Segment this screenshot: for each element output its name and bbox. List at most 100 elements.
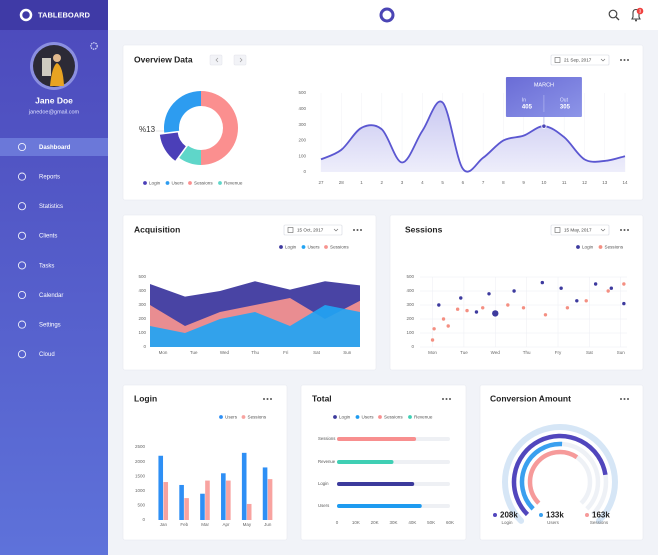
calendar-icon — [554, 57, 561, 63]
x-tick-label: May — [243, 522, 252, 527]
y-tick-label: 2000 — [135, 459, 146, 464]
dot — [627, 229, 629, 231]
menu-item[interactable]: Cloud — [39, 352, 55, 358]
value-label: 163k — [592, 510, 610, 519]
y-tick-label: 0 — [142, 517, 145, 522]
date-text: 15 Oct, 2017 — [297, 228, 324, 233]
date-picker[interactable] — [283, 224, 343, 236]
bar — [205, 480, 210, 520]
legend-label: Login — [149, 181, 161, 186]
menu-item[interactable]: Settings — [39, 322, 61, 328]
bar — [158, 455, 164, 520]
x-tick-label: Mon — [428, 350, 437, 355]
bar — [184, 498, 189, 520]
legend-label: Login — [285, 245, 297, 250]
nav-arrow — [239, 57, 243, 63]
dot — [270, 398, 272, 400]
card — [122, 44, 644, 201]
x-tick-label: Wed — [491, 350, 501, 355]
card-title: Login — [134, 393, 157, 403]
scatter-point — [622, 282, 626, 286]
center-logo[interactable] — [379, 7, 395, 23]
legend-dot — [241, 415, 246, 419]
bar — [337, 482, 415, 486]
sidebar — [0, 0, 108, 555]
x-tick-label: Fri — [283, 350, 288, 355]
x-tick-label: Sat — [586, 350, 594, 355]
more-menu[interactable] — [620, 229, 629, 231]
x-tick-label: 6 — [462, 180, 465, 185]
card-title: Acquisition — [134, 224, 180, 234]
legend-dot — [576, 245, 580, 249]
x-tick-label: 14 — [622, 180, 628, 185]
y-tick-label: 1000 — [135, 488, 146, 493]
nav-arrow — [215, 57, 219, 63]
calendar-icon — [554, 227, 561, 233]
bar — [262, 467, 268, 520]
settings-gear[interactable] — [90, 42, 98, 50]
y-tick-label: 200 — [406, 316, 414, 321]
card — [122, 384, 288, 541]
dot — [356, 229, 359, 231]
date-picker[interactable] — [550, 224, 610, 236]
search-handle — [615, 16, 620, 21]
search-icon[interactable] — [608, 9, 620, 21]
bar — [337, 504, 422, 508]
scatter-point — [430, 338, 435, 342]
legend-dot — [188, 181, 192, 185]
x-tick-label: 12 — [582, 180, 588, 185]
y-tick-label: 200 — [138, 316, 146, 321]
value-label: 133k — [546, 510, 564, 519]
scatter-point — [465, 308, 469, 313]
x-tick-label: Thu — [251, 350, 259, 355]
x-tick-label: 30K — [389, 520, 397, 525]
legend-dot — [585, 513, 589, 517]
pie-slice — [179, 145, 201, 165]
menu-item[interactable]: Calendar — [39, 293, 63, 299]
legend-label: Revenue — [224, 181, 243, 186]
card-title: Total — [312, 393, 332, 403]
menu-item[interactable]: Statistics — [39, 204, 63, 210]
legend-dot — [539, 513, 543, 517]
legend-dot — [378, 415, 382, 419]
dot — [353, 229, 355, 231]
avatar-photo — [33, 45, 75, 87]
x-tick-label: 9 — [522, 180, 525, 185]
user-name: Jane Doe — [35, 95, 73, 105]
menu-item[interactable]: Clients — [39, 234, 57, 240]
bell-icon[interactable]: 3 — [631, 7, 644, 22]
y-tick-label: 0 — [143, 344, 146, 349]
menu-icon — [17, 350, 27, 359]
menu-icon — [17, 290, 27, 300]
notification-count: 3 — [639, 8, 642, 13]
more-menu[interactable] — [353, 229, 362, 231]
more-menu[interactable] — [620, 59, 629, 61]
y-tick-label: 0 — [411, 344, 414, 349]
more-menu[interactable] — [263, 398, 272, 400]
menu-item[interactable]: Tasks — [39, 263, 54, 269]
nav-button[interactable] — [233, 54, 247, 66]
pie-slice — [164, 91, 201, 133]
search-lens — [608, 9, 618, 19]
legend-dot — [218, 181, 222, 185]
x-tick-label: Jun — [264, 522, 272, 527]
scatter-point — [606, 289, 610, 293]
more-menu[interactable] — [620, 398, 629, 400]
menu-active — [0, 138, 108, 156]
menu-item[interactable]: Reports — [39, 174, 60, 180]
y-tick-label: 400 — [138, 288, 146, 293]
avatar[interactable] — [30, 42, 78, 90]
y-tick-label: 500 — [137, 503, 145, 508]
legend-label: Sessions — [590, 520, 609, 525]
avatar-detail — [50, 63, 64, 86]
scatter-point — [521, 306, 526, 310]
legend-label: Sessions — [384, 415, 403, 420]
y-tick-label: 400 — [406, 288, 414, 293]
scatter-point — [441, 317, 446, 321]
menu-item[interactable]: Dashboard — [39, 145, 71, 151]
more-menu[interactable] — [442, 398, 451, 400]
date-picker[interactable] — [550, 54, 610, 66]
scatter-point — [487, 292, 491, 296]
scatter-point — [481, 306, 485, 310]
bar — [337, 437, 417, 441]
